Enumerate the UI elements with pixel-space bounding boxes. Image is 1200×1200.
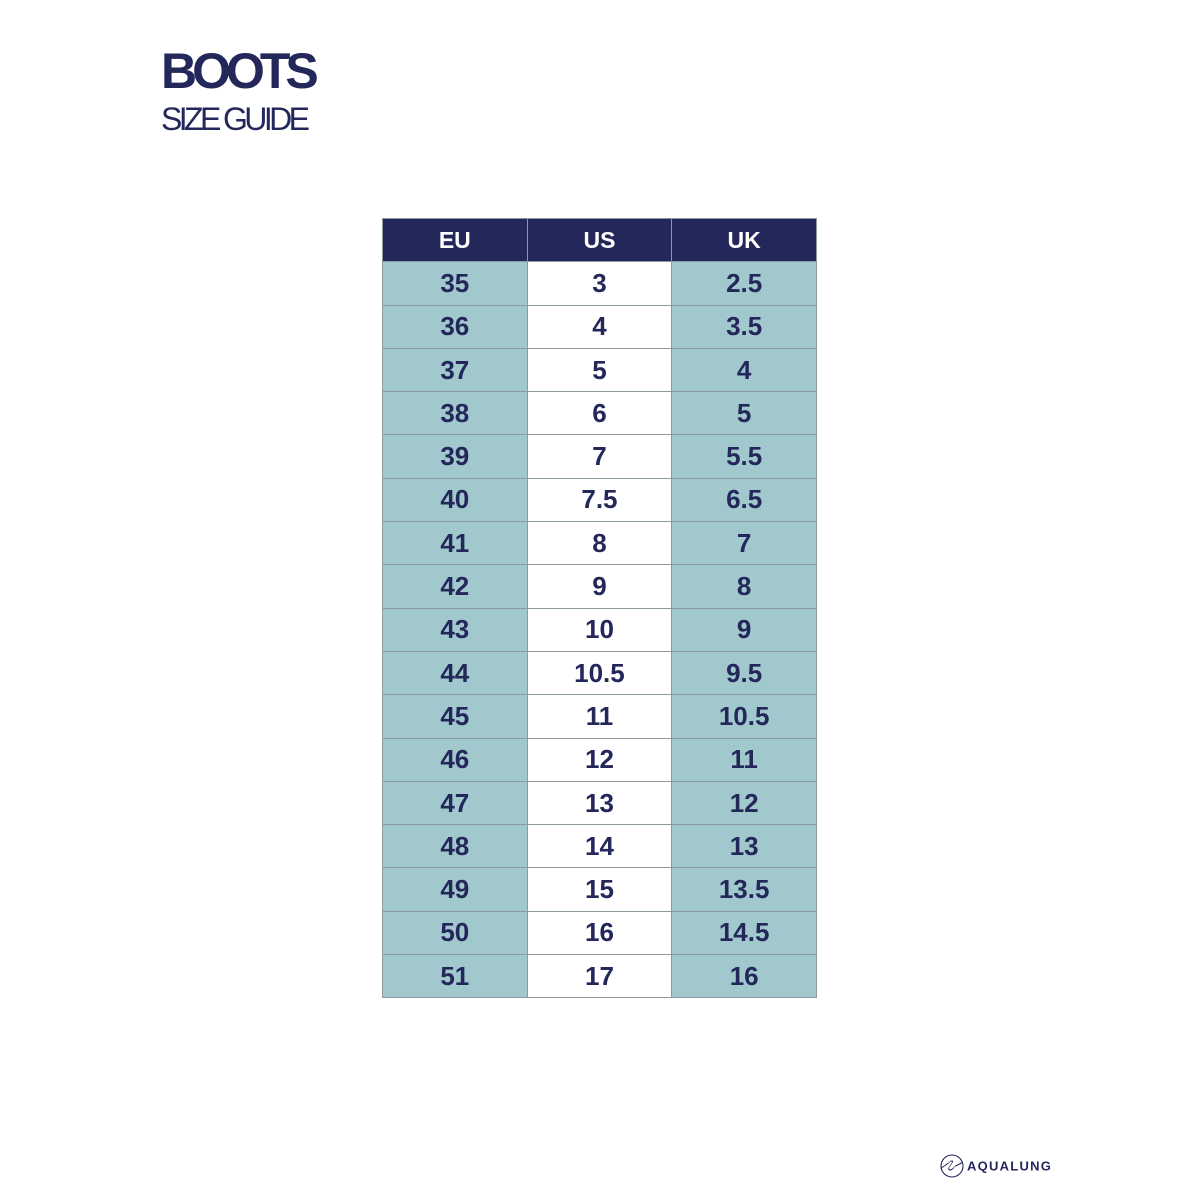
svg-text:SIZE GUIDE: SIZE GUIDE xyxy=(161,101,309,137)
svg-text:BOOTS: BOOTS xyxy=(161,43,317,99)
svg-text:AQUALUNG: AQUALUNG xyxy=(967,1158,1052,1173)
